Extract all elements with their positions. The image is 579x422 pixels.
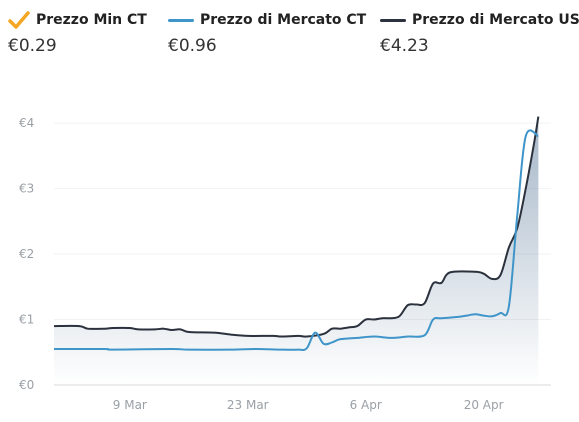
y-tick-label: €4 [19, 116, 34, 130]
x-tick-label: 23 Mar [227, 398, 269, 412]
check-icon [8, 11, 30, 29]
legend-value-market-us: €4.23 [380, 36, 429, 56]
y-tick-label: €0 [19, 378, 34, 392]
x-tick-label: 6 Apr [350, 398, 382, 412]
x-tick-label: 20 Apr [464, 398, 504, 412]
y-tick-label: €1 [19, 313, 34, 327]
legend-item-market-us[interactable]: Prezzo di Mercato US €4.23 [380, 10, 579, 56]
series-line-prezzo-di-mercato-us [53, 116, 540, 338]
legend-label-min-ct: Prezzo Min CT [36, 12, 147, 28]
line-icon [168, 18, 194, 22]
y-tick-label: €3 [19, 182, 34, 196]
y-tick-label: €2 [19, 247, 34, 261]
series-line-prezzo-di-mercato-ct [53, 129, 539, 351]
legend: Prezzo Min CT €0.29 Prezzo di Mercato CT… [0, 10, 579, 70]
legend-item-min-ct[interactable]: Prezzo Min CT €0.29 [8, 10, 147, 56]
legend-value-min-ct: €0.29 [8, 36, 57, 56]
series-area-prezzo-di-mercato-us [54, 116, 539, 386]
legend-label-market-us: Prezzo di Mercato US [412, 12, 579, 28]
legend-value-market-ct: €0.96 [168, 36, 217, 56]
legend-label-market-ct: Prezzo di Mercato CT [200, 12, 367, 28]
x-tick-label: 9 Mar [113, 398, 147, 412]
line-icon [380, 18, 406, 22]
legend-item-market-ct[interactable]: Prezzo di Mercato CT €0.96 [168, 10, 366, 56]
